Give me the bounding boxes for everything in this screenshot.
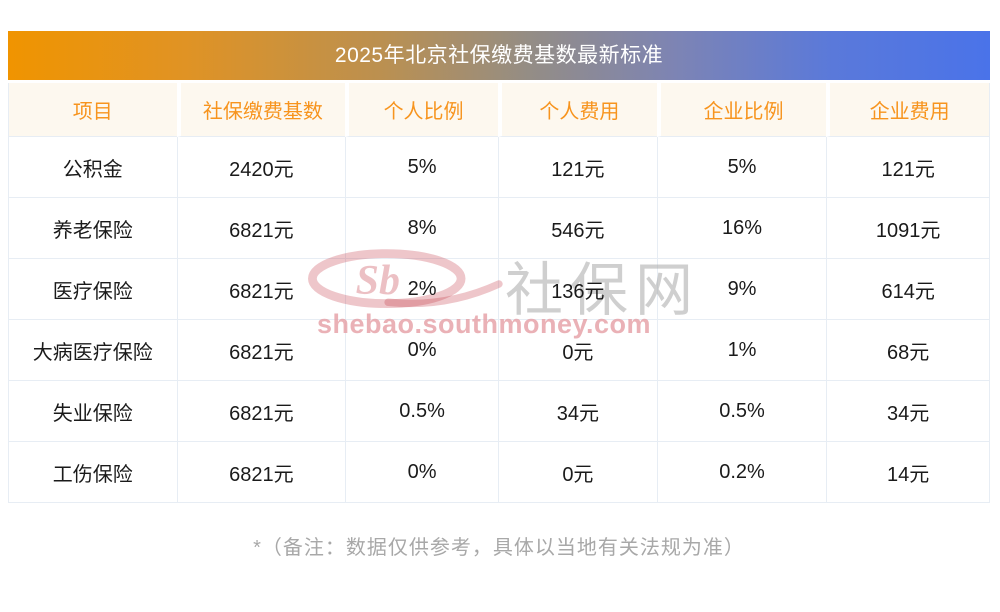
- header-row: 项目 社保缴费基数 个人比例 个人费用 企业比例 企业费用: [9, 83, 989, 137]
- table-cell: 公积金: [9, 137, 177, 198]
- page-title: 2025年北京社保缴费基数最新标准: [334, 44, 664, 67]
- table-cell: 失业保险: [9, 381, 177, 442]
- table-row-pension: 养老保险 6821元 8% 546元 16% 1091元: [9, 198, 989, 259]
- col-header-personal-rate: 个人比例: [345, 83, 498, 137]
- table-cell: 医疗保险: [9, 259, 177, 320]
- table-cell: 6821元: [176, 381, 346, 442]
- table-cell: 5%: [345, 137, 498, 198]
- table-cell: 136元: [498, 259, 657, 320]
- table-cell: 1091元: [826, 198, 989, 259]
- table-row-work-injury: 工伤保险 6821元 0% 0元 0.2% 14元: [9, 442, 989, 502]
- col-header-company-fee: 企业费用: [826, 83, 989, 137]
- page: 2025年北京社保缴费基数最新标准 项目 社保缴费基数 个人比例 个人费用 企业…: [8, 31, 990, 560]
- table-cell: 9%: [656, 259, 827, 320]
- table-cell: 0%: [345, 442, 498, 502]
- table-row-unemployment: 失业保险 6821元 0.5% 34元 0.5% 34元: [9, 381, 989, 442]
- table-cell: 16%: [656, 198, 827, 259]
- table-cell: 68元: [826, 320, 989, 381]
- social-security-table: 项目 社保缴费基数 个人比例 个人费用 企业比例 企业费用 公积金 2420元 …: [8, 83, 990, 503]
- table-cell: 工伤保险: [52, 463, 133, 486]
- table-cell: 6821元: [176, 320, 346, 381]
- table-cell: 0%: [345, 320, 498, 381]
- table-cell: 6821元: [176, 442, 346, 502]
- table-cell: 121元: [826, 137, 989, 198]
- table-cell: 14元: [826, 442, 989, 502]
- col-header-item: 项目: [9, 83, 177, 137]
- table-row-medical: 医疗保险 6821元 2% 136元 9% 614元: [9, 259, 989, 320]
- table-cell: 0元: [498, 442, 657, 502]
- table-cell: 0.5%: [656, 381, 827, 442]
- table-cell: 0元: [498, 320, 657, 381]
- col-header-company-rate: 企业比例: [656, 83, 827, 137]
- table-cell: 2%: [345, 259, 498, 320]
- table-cell: 34元: [498, 381, 657, 442]
- col-header-base: 社保缴费基数: [176, 83, 346, 137]
- table-cell: 养老保险: [9, 198, 177, 259]
- table-cell: 6821元: [176, 198, 346, 259]
- table-cell: 0.2%: [656, 442, 827, 502]
- table-cell: 546元: [498, 198, 657, 259]
- data-table: 项目 社保缴费基数 个人比例 个人费用 企业比例 企业费用 公积金 2420元 …: [9, 83, 989, 502]
- col-header-personal-fee: 个人费用: [498, 83, 657, 137]
- table-row-housing-fund: 公积金 2420元 5% 121元 5% 121元: [9, 137, 989, 198]
- table-cell: 8%: [345, 198, 498, 259]
- table-row-serious-illness: 大病医疗保险 6821元 0% 0元 1% 68元: [9, 320, 989, 381]
- table-cell: 6821元: [176, 259, 346, 320]
- table-title-bar: 2025年北京社保缴费基数最新标准: [8, 31, 990, 80]
- table-cell: 121元: [498, 137, 657, 198]
- table-cell: 34元: [826, 381, 989, 442]
- table-cell: 大病医疗保险: [9, 320, 177, 381]
- table-cell: 2420元: [176, 137, 346, 198]
- table-cell: 0.5%: [345, 381, 498, 442]
- table-cell: 1%: [656, 320, 827, 381]
- disclaimer-note: *（备注：数据仅供参考，具体以当地有关法规为准）: [253, 537, 745, 559]
- table-cell: 5%: [656, 137, 827, 198]
- table-cell: 614元: [826, 259, 989, 320]
